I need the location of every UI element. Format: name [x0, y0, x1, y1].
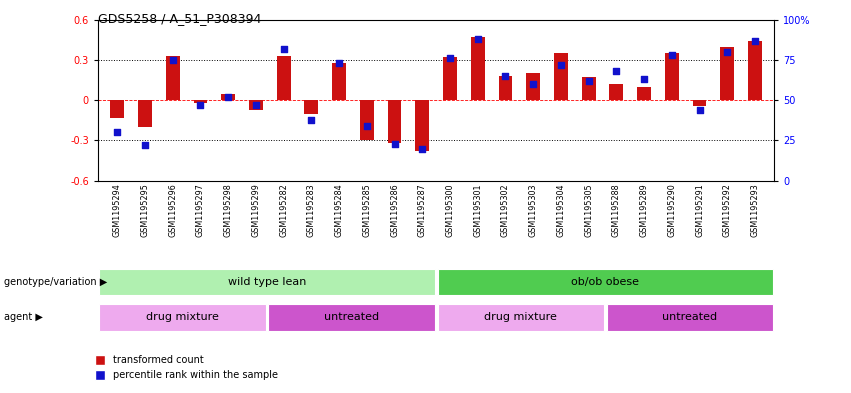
Text: GSM1195284: GSM1195284 [334, 183, 344, 237]
Text: GSM1195304: GSM1195304 [557, 183, 565, 237]
Legend: transformed count, percentile rank within the sample: transformed count, percentile rank withi… [90, 352, 283, 384]
Text: ob/ob obese: ob/ob obese [571, 277, 639, 287]
Bar [582, 77, 596, 100]
Text: GSM1195293: GSM1195293 [751, 183, 759, 237]
Text: genotype/variation ▶: genotype/variation ▶ [4, 277, 107, 287]
Point [554, 62, 568, 68]
Bar [609, 84, 623, 100]
Bar [305, 100, 318, 114]
Point [277, 46, 290, 52]
Text: drug mixture: drug mixture [146, 312, 219, 322]
Point [166, 57, 180, 63]
Point [748, 37, 762, 44]
Bar [249, 100, 263, 110]
Point [721, 49, 734, 55]
Text: agent ▶: agent ▶ [4, 312, 43, 322]
Point [415, 145, 429, 152]
Text: GSM1195302: GSM1195302 [501, 183, 510, 237]
Bar [637, 87, 651, 100]
Point [637, 76, 651, 83]
Text: GSM1195285: GSM1195285 [363, 183, 371, 237]
Text: GSM1195297: GSM1195297 [196, 183, 205, 237]
Bar [193, 100, 208, 103]
Bar [111, 100, 124, 118]
Bar [693, 100, 706, 106]
Text: GSM1195301: GSM1195301 [473, 183, 483, 237]
Bar [499, 76, 512, 100]
Text: GSM1195289: GSM1195289 [640, 183, 648, 237]
Point [443, 55, 457, 61]
Point [527, 81, 540, 87]
Point [305, 116, 318, 123]
Bar [166, 56, 180, 100]
Bar [443, 57, 457, 100]
Point [360, 123, 374, 129]
Bar [268, 304, 435, 331]
Text: GSM1195292: GSM1195292 [722, 183, 732, 237]
Point [693, 107, 706, 113]
Text: GSM1195291: GSM1195291 [695, 183, 704, 237]
Text: GDS5258 / A_51_P308394: GDS5258 / A_51_P308394 [98, 12, 261, 25]
Text: GSM1195288: GSM1195288 [612, 183, 621, 237]
Bar [138, 100, 152, 127]
Point [221, 94, 235, 100]
Point [138, 142, 151, 149]
Text: GSM1195287: GSM1195287 [418, 183, 426, 237]
Text: wild type lean: wild type lean [228, 277, 306, 287]
Text: GSM1195286: GSM1195286 [390, 183, 399, 237]
Bar [720, 46, 734, 100]
Text: GSM1195305: GSM1195305 [584, 183, 593, 237]
Bar [332, 62, 346, 100]
Text: GSM1195290: GSM1195290 [667, 183, 677, 237]
Point [471, 36, 484, 42]
Point [665, 52, 678, 58]
Bar [437, 304, 604, 331]
Point [499, 73, 512, 79]
Bar [471, 37, 485, 100]
Text: untreated: untreated [324, 312, 380, 322]
Point [249, 102, 263, 108]
Bar [360, 100, 374, 140]
Bar [437, 269, 773, 295]
Text: GSM1195283: GSM1195283 [307, 183, 316, 237]
Text: GSM1195282: GSM1195282 [279, 183, 288, 237]
Text: GSM1195294: GSM1195294 [113, 183, 122, 237]
Bar [748, 41, 762, 100]
Point [582, 78, 596, 84]
Text: GSM1195303: GSM1195303 [528, 183, 538, 237]
Text: untreated: untreated [662, 312, 717, 322]
Bar [221, 94, 235, 100]
Point [609, 68, 623, 74]
Point [111, 129, 124, 136]
Bar [415, 100, 429, 151]
Point [194, 102, 208, 108]
Bar [607, 304, 773, 331]
Text: GSM1195296: GSM1195296 [168, 183, 177, 237]
Bar [665, 53, 679, 100]
Text: GSM1195299: GSM1195299 [251, 183, 260, 237]
Text: GSM1195295: GSM1195295 [140, 183, 150, 237]
Bar [554, 53, 568, 100]
Point [332, 60, 346, 66]
Bar [387, 100, 402, 143]
Text: GSM1195298: GSM1195298 [224, 183, 232, 237]
Text: GSM1195300: GSM1195300 [446, 183, 454, 237]
Text: drug mixture: drug mixture [484, 312, 557, 322]
Bar [100, 304, 266, 331]
Bar [277, 56, 290, 100]
Bar [526, 73, 540, 100]
Bar [100, 269, 435, 295]
Point [388, 141, 402, 147]
